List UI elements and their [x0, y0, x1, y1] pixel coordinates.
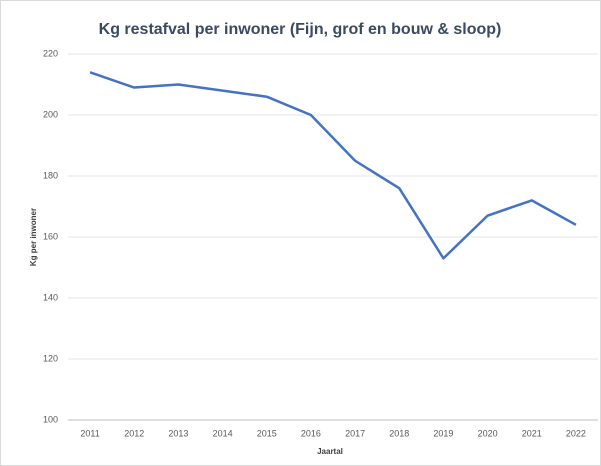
- x-tick-label: 2022: [566, 428, 586, 438]
- x-tick-label: 2012: [124, 428, 144, 438]
- x-axis-title: Jaartal: [317, 447, 343, 456]
- x-tick-label: 2020: [478, 428, 498, 438]
- y-tick-label: 140: [43, 292, 58, 302]
- x-tick-label: 2018: [389, 428, 409, 438]
- x-tick-label: 2014: [213, 428, 233, 438]
- data-line: [89, 71, 577, 260]
- y-tick-label: 180: [43, 170, 58, 180]
- x-tick-label: 2016: [301, 428, 321, 438]
- x-tick-label: 2015: [257, 428, 277, 438]
- x-tick-label: 2011: [80, 428, 99, 438]
- x-tick-label: 2013: [168, 428, 188, 438]
- y-tick-label: 220: [43, 48, 58, 58]
- y-tick-label: 120: [43, 353, 58, 363]
- x-tick-label: 2019: [433, 428, 453, 438]
- chart-title: Kg restafval per inwoner (Fijn, grof en …: [99, 21, 502, 38]
- y-tick-label: 100: [43, 414, 58, 424]
- y-tick-label: 160: [43, 231, 58, 241]
- y-axis-title: Kg per inwoner: [29, 208, 38, 266]
- x-tick-label: 2021: [522, 428, 542, 438]
- x-tick-label: 2017: [345, 428, 365, 438]
- y-tick-label: 200: [43, 109, 58, 119]
